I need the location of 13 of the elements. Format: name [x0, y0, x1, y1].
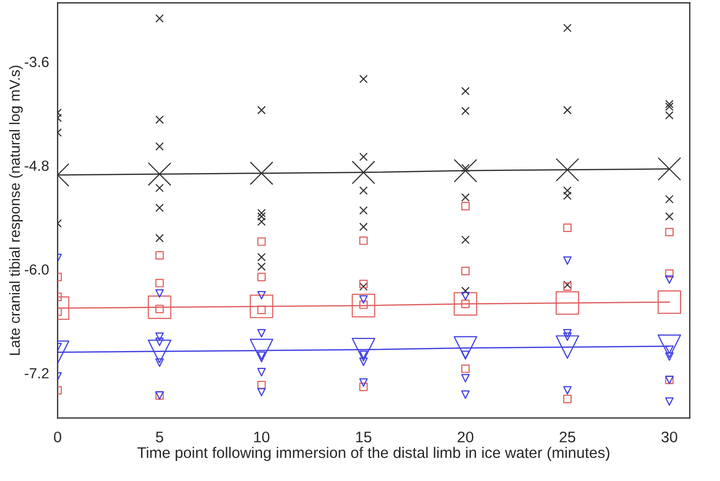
y-tick-label: -6.0 — [24, 264, 49, 275]
x-tick-label: 25 — [560, 432, 576, 442]
x-tick-label: 30 — [661, 432, 678, 442]
y-tick-label: -4.8 — [24, 160, 49, 171]
x-tick-label: 0 — [54, 432, 62, 442]
x-tick-label: 15 — [356, 432, 372, 442]
x-tick-label: 5 — [156, 432, 164, 442]
y-tick-label: -3.6 — [24, 56, 49, 68]
y-tick-label: -7.2 — [24, 368, 49, 378]
y-axis-title: Late cranial tibial response (natural log mV.s) — [9, 66, 23, 355]
x-axis-title: Time point following immersion of the distal limb in ice water (minutes) — [137, 446, 610, 462]
x-tick-label: 10 — [254, 432, 270, 442]
x-tick-label: 20 — [458, 432, 474, 442]
